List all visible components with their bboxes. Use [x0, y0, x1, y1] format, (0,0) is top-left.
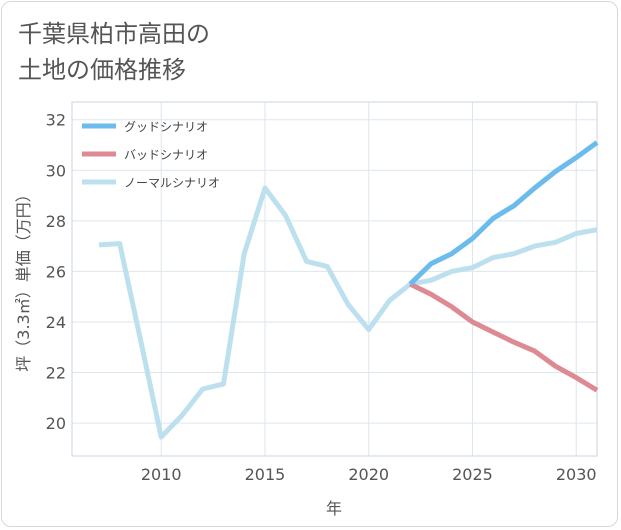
axis-ticks: 2010 2015 2020 2025 2030 20 22 24 26 28 30 32: [46, 111, 597, 484]
chart-title-line-2: 土地の価格推移: [18, 56, 186, 84]
x-tick-label: 2015: [245, 465, 286, 484]
x-axis-title: 年: [326, 499, 342, 518]
legend-label: ノーマルシナリオ: [124, 176, 220, 190]
series-line-2: [98, 185, 598, 440]
legend-label: グッドシナリオ: [124, 120, 208, 134]
y-axis-title: 坪（3.3㎡）単価（万円）: [14, 186, 33, 371]
y-tick-label: 26: [46, 262, 66, 281]
series-lines: [98, 140, 599, 440]
y-tick-label: 20: [46, 414, 66, 433]
y-tick-label: 30: [46, 161, 66, 180]
series-line-1: [409, 281, 599, 393]
x-tick-label: 2010: [141, 465, 182, 484]
y-tick-label: 22: [46, 364, 66, 383]
y-tick-label: 32: [46, 111, 66, 130]
series-line-0: [408, 140, 599, 286]
x-tick-label: 2025: [452, 465, 493, 484]
legend-label: バッドシナリオ: [124, 148, 208, 162]
y-tick-label: 28: [46, 212, 66, 231]
x-tick-label: 2030: [556, 465, 597, 484]
y-tick-label: 24: [46, 313, 66, 332]
grid-lines: [72, 102, 597, 456]
plot-area-border: [71, 101, 598, 457]
x-tick-label: 2020: [348, 465, 389, 484]
chart-title-line-1: 千葉県柏市高田の: [18, 20, 210, 48]
chart-title: 千葉県柏市高田の 土地の価格推移: [18, 16, 318, 88]
